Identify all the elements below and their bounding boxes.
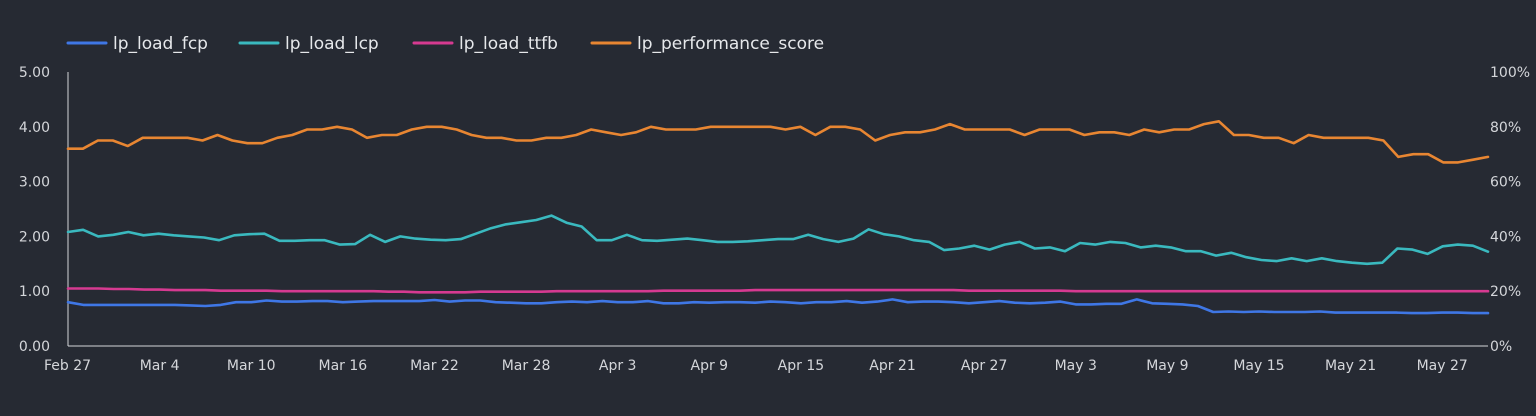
legend-label: lp_performance_score [637, 34, 824, 54]
right-y-tick-label: 100% [1490, 65, 1530, 81]
right-y-tick-label: 0% [1490, 339, 1512, 355]
x-tick-label: Mar 16 [318, 358, 367, 374]
right-y-tick-label: 80% [1490, 120, 1521, 136]
x-tick-label: May 3 [1055, 358, 1097, 374]
x-tick-label: May 15 [1233, 358, 1284, 374]
x-tick-label: Mar 4 [140, 358, 180, 374]
x-tick-label: May 9 [1146, 358, 1188, 374]
series-line-lp-load-ttfb [66, 287, 1490, 294]
left-y-tick-label: 4.00 [19, 120, 50, 136]
legend-label: lp_load_lcp [285, 34, 379, 54]
x-tick-label: Mar 28 [502, 358, 551, 374]
right-y-tick-labels: 0% 20% 40% 60% 80% 100% [1490, 65, 1530, 355]
legend-label: lp_load_fcp [113, 34, 208, 54]
x-tick-label: Mar 22 [410, 358, 459, 374]
series-lines [66, 120, 1490, 315]
left-y-tick-label: 1.00 [19, 284, 50, 300]
x-tick-label: May 21 [1325, 358, 1376, 374]
x-tick-label: Feb 27 [44, 358, 91, 374]
right-y-tick-label: 60% [1490, 175, 1521, 191]
x-tick-label: Apr 3 [599, 358, 637, 374]
right-y-tick-label: 40% [1490, 229, 1521, 245]
series-line-lp-load-fcp [66, 298, 1490, 315]
x-tick-label: Apr 27 [961, 358, 1007, 374]
x-tick-label: May 27 [1417, 358, 1468, 374]
legend: lp_load_fcp lp_load_lcp lp_load_ttfb lp_per… [66, 34, 824, 54]
left-y-tick-label: 0.00 [19, 339, 50, 355]
x-tick-label: Apr 21 [869, 358, 915, 374]
x-tick-label: Apr 9 [691, 358, 729, 374]
legend-item-lp-performance-score[interactable]: lp_performance_score [590, 34, 824, 54]
right-y-tick-label: 20% [1490, 284, 1521, 300]
x-tick-label: Mar 10 [227, 358, 276, 374]
left-y-tick-label: 2.00 [19, 229, 50, 245]
legend-label: lp_load_ttfb [459, 34, 558, 54]
x-tick-labels: Feb 27 Mar 4 Mar 10 Mar 16 Mar 22 Mar 28 Apr 3… [44, 358, 1468, 374]
legend-item-lp-load-fcp[interactable]: lp_load_fcp [66, 34, 208, 54]
legend-item-lp-load-lcp[interactable]: lp_load_lcp [238, 34, 379, 54]
axes [67, 72, 1488, 347]
left-y-tick-label: 5.00 [19, 65, 50, 81]
legend-item-lp-load-ttfb[interactable]: lp_load_ttfb [412, 34, 558, 54]
x-tick-label: Apr 15 [778, 358, 824, 374]
left-y-tick-labels: 0.00 1.00 2.00 3.00 4.00 5.00 [19, 65, 50, 355]
series-line-lp-performance-score [66, 120, 1490, 164]
left-y-tick-label: 3.00 [19, 175, 50, 191]
series-line-lp-load-lcp [66, 214, 1490, 266]
